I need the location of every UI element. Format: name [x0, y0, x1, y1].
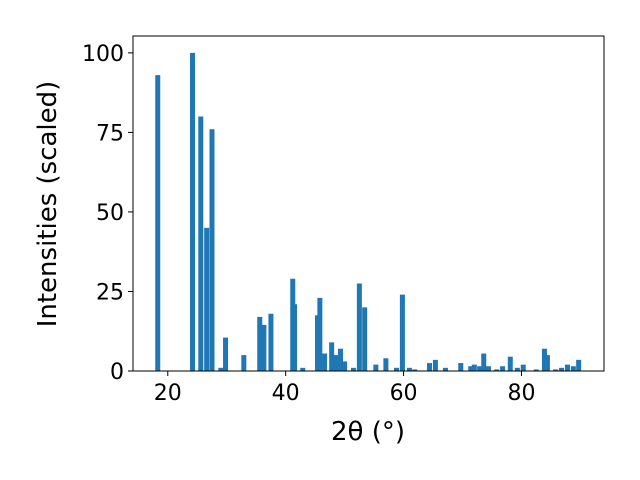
bar [257, 316, 263, 371]
bar [576, 359, 582, 371]
x-axis-label: 2θ (°) [331, 417, 405, 447]
bar [442, 367, 448, 371]
y-tick-label: 100 [82, 42, 124, 67]
bar [218, 367, 224, 371]
bar [533, 369, 539, 371]
bar [553, 369, 559, 371]
bar [559, 367, 565, 371]
bar [471, 364, 477, 371]
bar [399, 294, 405, 371]
bar [204, 227, 210, 371]
y-axis-label: Intensities (scaled) [33, 81, 63, 328]
bar [406, 367, 412, 371]
bar [494, 369, 500, 371]
bar [383, 358, 389, 371]
bar [432, 359, 438, 371]
bar [241, 355, 247, 371]
bar [209, 129, 215, 371]
y-tick-label: 25 [96, 280, 124, 305]
bar [373, 364, 379, 371]
x-tick-label: 20 [154, 381, 182, 406]
bar [541, 348, 547, 371]
bar [190, 52, 196, 371]
bar [268, 313, 274, 371]
bar [342, 361, 348, 371]
x-tick-label: 80 [507, 381, 535, 406]
bar [394, 367, 400, 371]
bar [412, 369, 418, 371]
bar [477, 366, 483, 371]
bar [362, 307, 368, 371]
bar [337, 348, 343, 371]
x-tick-label: 40 [272, 381, 300, 406]
bar [198, 116, 204, 372]
bar [223, 337, 229, 371]
bar [333, 355, 339, 371]
bar [514, 367, 520, 371]
bar [322, 353, 328, 371]
bar [350, 367, 356, 371]
y-tick-label: 75 [96, 121, 124, 146]
bar [500, 366, 506, 371]
y-tick-label: 50 [96, 201, 124, 226]
bar [292, 304, 298, 371]
bar [458, 363, 464, 371]
x-tick-label: 60 [390, 381, 418, 406]
bar [481, 353, 487, 371]
bar [485, 366, 491, 371]
bar [468, 366, 474, 371]
plot-frame [132, 35, 605, 372]
bar [427, 363, 433, 371]
bar [570, 366, 576, 371]
bar [261, 324, 267, 371]
bar [520, 364, 526, 371]
bar [329, 342, 335, 371]
bar [317, 297, 323, 371]
bar [300, 367, 306, 371]
bar [507, 356, 513, 371]
bar [544, 355, 550, 371]
bar [155, 75, 161, 372]
bar [356, 283, 362, 371]
y-tick-label: 0 [110, 360, 124, 385]
bar [564, 364, 570, 371]
